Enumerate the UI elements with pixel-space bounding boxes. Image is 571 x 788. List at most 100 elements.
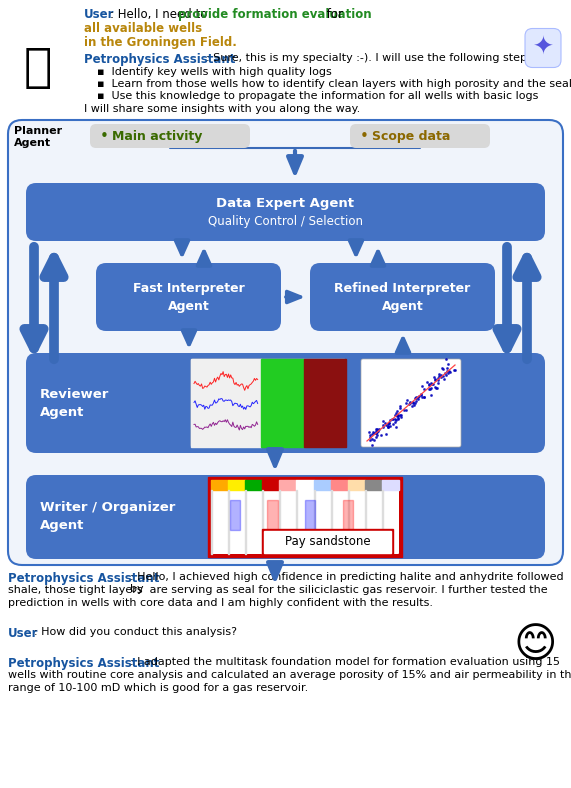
- Point: [434, 371, 443, 384]
- Bar: [245, 480, 262, 490]
- Bar: [261, 359, 304, 447]
- FancyBboxPatch shape: [8, 120, 563, 565]
- Bar: [208, 477, 402, 557]
- Bar: [331, 490, 332, 554]
- Text: •: •: [360, 128, 369, 143]
- Text: 🤔: 🤔: [24, 46, 52, 91]
- Text: for: for: [323, 8, 343, 21]
- Point: [425, 379, 434, 392]
- Point: [443, 366, 452, 379]
- Bar: [230, 500, 240, 530]
- Point: [385, 417, 394, 429]
- Text: Petrophysics Assistant: Petrophysics Assistant: [8, 657, 159, 670]
- Text: range of 10-100 mD which is good for a gas reservoir.: range of 10-100 mD which is good for a g…: [8, 683, 308, 693]
- Bar: [191, 359, 261, 447]
- Point: [389, 412, 398, 425]
- FancyBboxPatch shape: [26, 353, 545, 453]
- Point: [385, 420, 395, 433]
- Bar: [228, 490, 229, 554]
- Bar: [365, 480, 382, 490]
- Point: [368, 433, 377, 445]
- Point: [394, 409, 403, 422]
- Point: [392, 410, 401, 422]
- Point: [419, 391, 428, 403]
- Bar: [296, 480, 313, 490]
- Point: [442, 365, 451, 377]
- Text: ▪  Identify key wells with high quality logs: ▪ Identify key wells with high quality l…: [97, 67, 332, 77]
- Point: [427, 381, 436, 394]
- Point: [411, 391, 420, 403]
- Point: [365, 429, 375, 441]
- Point: [373, 429, 382, 441]
- Bar: [365, 490, 366, 554]
- Point: [372, 426, 381, 439]
- Text: •: •: [100, 128, 109, 143]
- Text: Planner
Agent: Planner Agent: [14, 126, 62, 147]
- Point: [406, 396, 415, 409]
- Point: [445, 366, 455, 378]
- Text: shale, those tight layers  are serving as seal for the siliciclastic gas reservo: shale, those tight layers are serving as…: [8, 585, 548, 595]
- Point: [434, 368, 443, 381]
- Bar: [264, 531, 392, 553]
- Point: [395, 400, 404, 412]
- Text: Writer / Organizer: Writer / Organizer: [40, 501, 175, 515]
- Text: Fast Interpreter: Fast Interpreter: [132, 281, 244, 295]
- Text: in the Groningen Field.: in the Groningen Field.: [84, 36, 237, 49]
- Point: [365, 433, 374, 446]
- Point: [444, 358, 453, 370]
- Point: [393, 413, 403, 426]
- Text: ▪  Learn from those wells how to identify clean layers with high porosity and th: ▪ Learn from those wells how to identify…: [97, 79, 571, 89]
- Bar: [211, 490, 212, 554]
- Point: [408, 400, 417, 413]
- Point: [372, 425, 381, 437]
- Point: [431, 382, 440, 395]
- Point: [431, 373, 440, 385]
- Point: [433, 377, 443, 389]
- Point: [380, 416, 389, 429]
- Point: [379, 414, 388, 427]
- Bar: [313, 490, 315, 554]
- Bar: [279, 480, 296, 490]
- Point: [385, 416, 394, 429]
- Text: User: User: [8, 627, 38, 640]
- Point: [368, 428, 377, 440]
- Point: [376, 428, 385, 440]
- Point: [381, 427, 390, 440]
- Text: prediction in wells with core data and I am highly confident with the results.: prediction in wells with core data and I…: [8, 598, 433, 608]
- Point: [417, 388, 426, 400]
- Point: [395, 408, 404, 421]
- Text: Agent: Agent: [40, 406, 85, 418]
- Point: [396, 411, 405, 423]
- Text: Main activity: Main activity: [112, 129, 202, 143]
- Point: [369, 433, 378, 446]
- Point: [372, 423, 381, 436]
- Point: [375, 423, 384, 436]
- FancyBboxPatch shape: [96, 263, 281, 331]
- Point: [401, 397, 411, 410]
- Point: [414, 392, 423, 405]
- Point: [368, 439, 377, 452]
- Point: [396, 408, 405, 421]
- Point: [371, 427, 380, 440]
- Text: I will share some insights with you along the way.: I will share some insights with you alon…: [84, 104, 360, 114]
- Point: [418, 390, 427, 403]
- Point: [399, 404, 408, 417]
- Point: [410, 398, 419, 411]
- FancyBboxPatch shape: [310, 263, 495, 331]
- Point: [423, 376, 432, 388]
- Point: [388, 413, 397, 426]
- Text: Scope data: Scope data: [372, 129, 451, 143]
- Point: [420, 391, 429, 403]
- Point: [412, 392, 421, 404]
- Point: [401, 403, 411, 416]
- Point: [373, 425, 383, 437]
- Point: [429, 371, 439, 384]
- Point: [434, 374, 443, 386]
- Text: provide formation evaluation: provide formation evaluation: [178, 8, 372, 21]
- Text: Petrophysics Assistant: Petrophysics Assistant: [8, 572, 159, 585]
- Point: [408, 397, 417, 410]
- Text: : Hello, I need to: : Hello, I need to: [110, 8, 211, 21]
- Point: [382, 419, 391, 432]
- Text: Petrophysics Assistant: Petrophysics Assistant: [84, 53, 235, 66]
- FancyBboxPatch shape: [26, 183, 545, 241]
